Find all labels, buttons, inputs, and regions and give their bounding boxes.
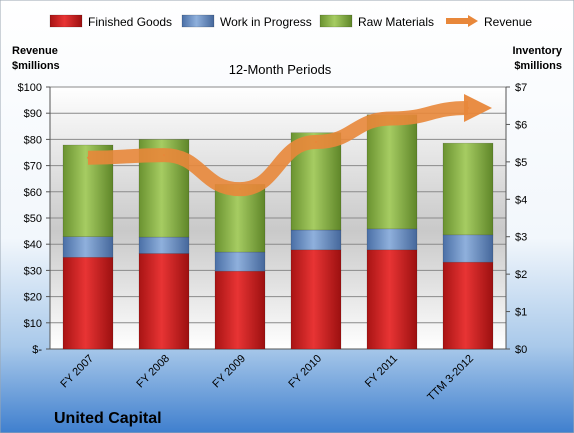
right-axis-ticks: $0 $1 $2 $3 $4 $5 $6 $7 [506, 82, 527, 356]
legend-revenue-label: Revenue [484, 15, 532, 29]
revenue-point [163, 154, 165, 157]
revenue-point [391, 117, 393, 120]
left-tick-label: $80 [24, 134, 42, 146]
bar-work-in-progress [62, 236, 114, 258]
left-tick-label: $70 [24, 161, 42, 173]
bar-work-in-progress [290, 229, 342, 251]
legend-raw-materials-label: Raw Materials [358, 15, 434, 29]
revenue-point [239, 188, 241, 191]
left-tick-label: $60 [24, 187, 42, 199]
legend-finished-goods-swatch [49, 14, 83, 28]
right-tick-label: $7 [515, 82, 527, 94]
bar-finished-goods [214, 270, 266, 350]
left-axis-ticks: $- $10 $20 $30 $40 $50 $60 $70 $80 $90 $100 [18, 82, 50, 356]
right-tick-label: $6 [515, 119, 527, 131]
legend-revenue-arrow [468, 15, 478, 27]
legend-work-in-progress-label: Work in Progress [220, 15, 312, 29]
right-tick-label: $1 [515, 307, 527, 319]
bar-work-in-progress [138, 236, 190, 254]
company-name: United Capital [54, 410, 162, 427]
right-tick-label: $0 [515, 344, 527, 356]
left-axis-title-line1: Revenue [12, 45, 58, 57]
left-tick-label: $30 [24, 265, 42, 277]
revenue-point [87, 156, 89, 159]
revenue-arrowhead [464, 93, 492, 122]
right-tick-label: $4 [515, 194, 527, 206]
legend: Finished Goods Work in Progress Raw Materi… [49, 14, 532, 29]
left-tick-label: $90 [24, 108, 42, 120]
left-tick-label: $40 [24, 239, 42, 251]
revenue-point [467, 106, 469, 109]
left-tick-label: $20 [24, 292, 42, 304]
legend-work-in-progress-swatch [181, 14, 215, 28]
revenue-point [315, 141, 317, 144]
legend-finished-goods-label: Finished Goods [88, 15, 172, 29]
bar-finished-goods [138, 253, 190, 350]
bar-work-in-progress [442, 234, 494, 263]
right-tick-label: $5 [515, 157, 527, 169]
bar-finished-goods [366, 249, 418, 350]
right-axis-title-line1: Inventory [512, 45, 562, 57]
bar-finished-goods [290, 249, 342, 350]
bar-finished-goods [62, 257, 114, 350]
bar-work-in-progress [366, 228, 418, 251]
bar-raw-materials [366, 114, 418, 230]
bars-group [62, 114, 494, 350]
right-tick-label: $2 [515, 269, 527, 281]
chart-title: 12-Month Periods [229, 62, 332, 77]
left-axis-title-line2: $millions [12, 60, 60, 72]
left-tick-label: $50 [24, 213, 42, 225]
left-tick-label: $- [32, 344, 42, 356]
left-tick-label: $100 [18, 82, 42, 94]
legend-raw-materials-swatch [319, 14, 353, 28]
revenue-series-group [87, 93, 492, 197]
bar-raw-materials [442, 142, 494, 236]
right-axis-title-line2: $millions [514, 60, 562, 72]
left-tick-label: $10 [24, 318, 42, 330]
right-tick-label: $3 [515, 232, 527, 244]
bar-finished-goods [442, 261, 494, 350]
bar-work-in-progress [214, 251, 266, 272]
